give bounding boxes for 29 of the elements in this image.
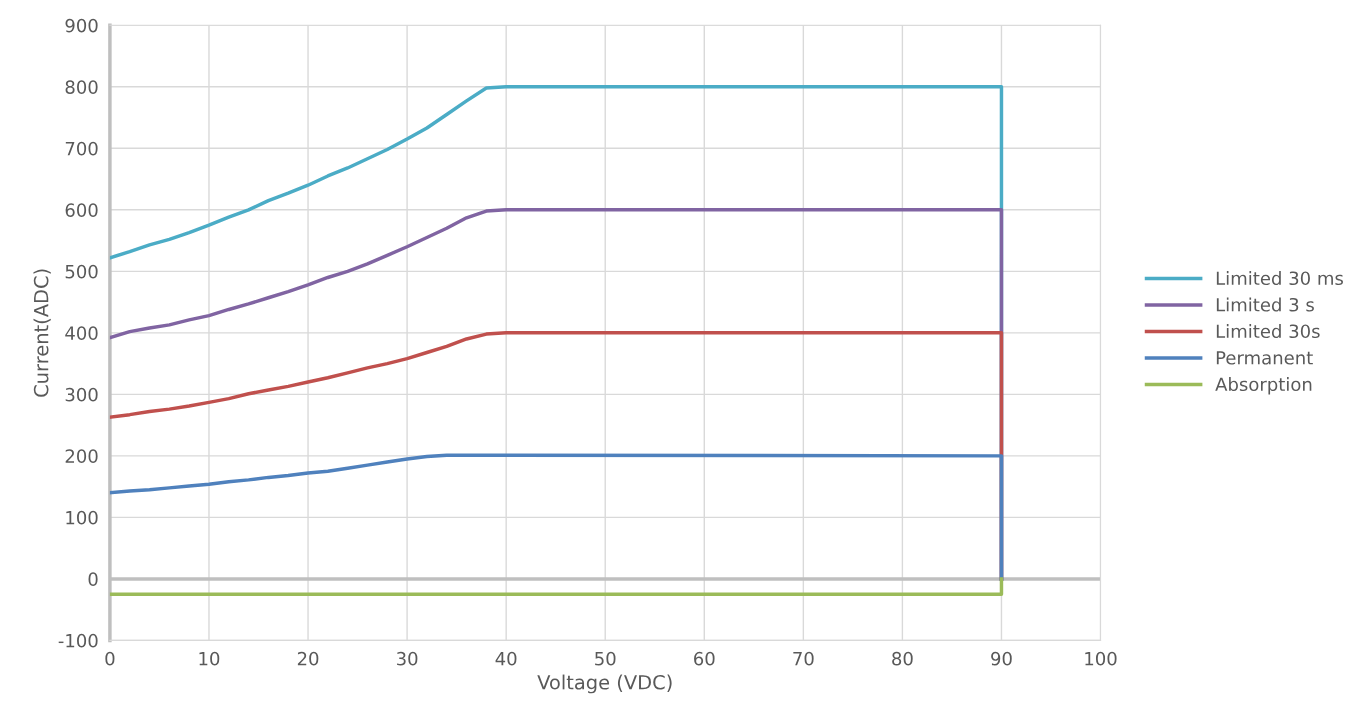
x-tick-label: 20 bbox=[297, 651, 319, 666]
x-tick-label: 10 bbox=[199, 651, 220, 666]
x-tick-label: 60 bbox=[694, 651, 715, 666]
y-tick-label: 500 bbox=[65, 264, 98, 279]
x-tick-label: 80 bbox=[892, 651, 913, 666]
x-tick-label: 0 bbox=[105, 651, 115, 666]
x-tick-label: 50 bbox=[595, 651, 616, 666]
x-tick-label: 90 bbox=[991, 651, 1012, 666]
y-tick-label: 100 bbox=[66, 510, 98, 525]
legend-label: Permanent bbox=[1216, 351, 1313, 365]
y-tick-label: 0 bbox=[88, 572, 98, 587]
x-tick-label: 30 bbox=[396, 651, 418, 666]
x-axis-title: Voltage (VDC) bbox=[537, 674, 672, 694]
legend-label: Limited 30 ms bbox=[1216, 271, 1343, 286]
x-tick-label: 100 bbox=[1085, 651, 1117, 666]
legend-label: Absorption bbox=[1215, 377, 1312, 395]
y-tick-label: 600 bbox=[65, 203, 98, 217]
y-tick-label: 400 bbox=[65, 326, 98, 340]
x-tick-label: 40 bbox=[495, 651, 517, 666]
y-tick-label: 700 bbox=[65, 141, 98, 156]
y-tick-label: 800 bbox=[65, 80, 98, 94]
legend-label: Limited 30s bbox=[1216, 324, 1320, 339]
y-tick-label: -100 bbox=[58, 633, 98, 648]
y-tick-label: 900 bbox=[65, 18, 98, 33]
x-tick-label: 70 bbox=[793, 651, 814, 666]
legend-label: Limited 3 s bbox=[1216, 297, 1314, 312]
y-tick-label: 300 bbox=[65, 387, 98, 402]
y-tick-label: 200 bbox=[65, 449, 98, 463]
y-axis-title: Current(ADC) bbox=[33, 269, 51, 397]
